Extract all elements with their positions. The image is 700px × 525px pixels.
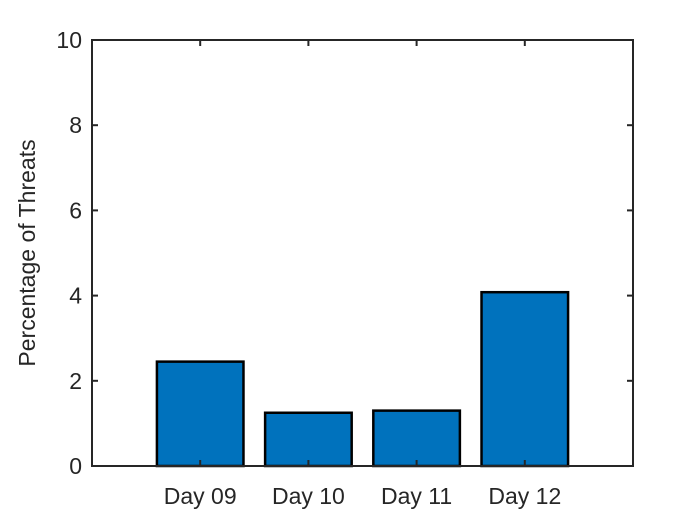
y-tick-label: 4 [69,283,82,309]
axes-layer [91,39,634,467]
bar-day-09 [155,360,245,468]
plot-frame [91,39,634,467]
x-tick-label: Day 12 [488,483,561,509]
y-tick-label: 8 [69,112,82,138]
y-tick-label: 0 [69,453,82,479]
y-tick-label: 6 [69,197,82,223]
y-tick-label: 10 [56,27,82,53]
y-tick-label: 2 [69,368,82,394]
y-axis-label: Percentage of Threats [14,139,40,366]
bar-day-12 [480,290,570,468]
x-tick-label: Day 11 [381,483,452,509]
x-tick-label: Day 10 [272,483,345,509]
ticks-layer: 0 2 4 6 8 10 Day 09 Day 10 Day 11 Day 12 [56,27,633,509]
bars-layer [155,290,570,468]
x-tick-label: Day 09 [164,483,237,509]
bar-day-10 [263,411,353,468]
bar-day-11 [372,409,462,468]
